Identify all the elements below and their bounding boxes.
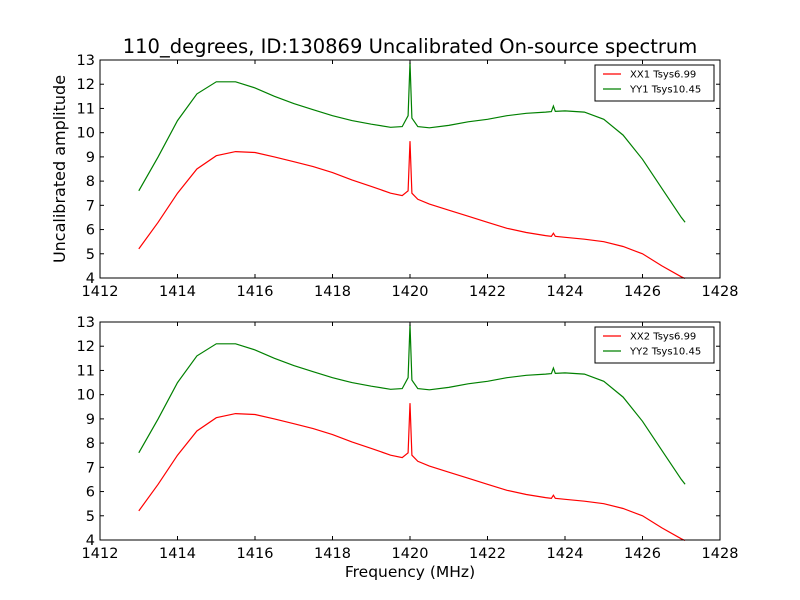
top-y-tick-label: 13 bbox=[77, 53, 95, 69]
top-x-tick-label: 1422 bbox=[469, 284, 506, 300]
bottom-x-tick-label: 1422 bbox=[469, 546, 506, 562]
top-y-tick-label: 4 bbox=[86, 271, 95, 287]
bottom-x-tick-label: 1426 bbox=[624, 546, 661, 562]
bottom-x-tick-label: 1414 bbox=[159, 546, 196, 562]
top-y-tick-label: 12 bbox=[77, 77, 95, 93]
top-legend-box bbox=[594, 64, 715, 102]
top-x-tick-label: 1412 bbox=[82, 284, 119, 300]
top-x-tick-label: 1418 bbox=[314, 284, 351, 300]
bottom-panel: 1412 1414 1416 1418 1420 1422 1424 1426 1428 4 5 6 7… bbox=[77, 315, 739, 562]
bottom-y-tick-label: 5 bbox=[86, 509, 95, 525]
bottom-x-tick-label: 1412 bbox=[82, 546, 119, 562]
bottom-series-line-1 bbox=[138, 403, 686, 542]
bottom-x-tick-label: 1418 bbox=[314, 546, 351, 562]
bottom-legend-label-1: XX2 Tsys6.99 bbox=[630, 332, 696, 343]
bottom-series-line-2 bbox=[138, 324, 686, 485]
bottom-y-tick-label: 13 bbox=[77, 315, 95, 331]
top-x-tick-label: 1414 bbox=[159, 284, 196, 300]
bottom-legend-label-2: YY2 Tsys10.45 bbox=[629, 347, 701, 358]
top-y-tick-label: 11 bbox=[77, 101, 95, 117]
top-y-tick-label: 8 bbox=[86, 174, 95, 190]
top-y-tick-label: 5 bbox=[86, 247, 95, 263]
bottom-y-tick-label: 12 bbox=[77, 339, 95, 355]
bottom-y-tick-label: 8 bbox=[86, 436, 95, 452]
bottom-y-tick-label: 4 bbox=[86, 533, 95, 549]
bottom-legend-box bbox=[594, 326, 715, 364]
y-axis-label: Uncalibrated amplitude bbox=[50, 75, 69, 263]
bottom-y-tick-label: 10 bbox=[77, 388, 95, 404]
x-axis-label: Frequency (MHz) bbox=[345, 563, 475, 581]
top-x-tick-label: 1428 bbox=[702, 284, 739, 300]
top-x-tick-label: 1426 bbox=[624, 284, 661, 300]
bottom-y-tick-label: 7 bbox=[86, 460, 95, 476]
top-x-tick-label: 1420 bbox=[392, 284, 429, 300]
bottom-x-tick-label: 1428 bbox=[702, 546, 739, 562]
bottom-y-tick-label: 11 bbox=[77, 363, 95, 379]
top-panel: 1412 1414 1416 1418 1420 1422 1424 1426 1428 4 5 6 7… bbox=[77, 53, 739, 300]
top-legend-label-1: XX1 Tsys6.99 bbox=[630, 70, 696, 81]
top-series-line-1 bbox=[138, 141, 686, 280]
bottom-x-tick-label: 1420 bbox=[392, 546, 429, 562]
top-x-tick-label: 1416 bbox=[237, 284, 274, 300]
bottom-y-tick-label: 6 bbox=[86, 485, 95, 501]
figure-title: 110_degrees, ID:130869 Uncalibrated On-s… bbox=[123, 35, 698, 58]
bottom-y-tick-label: 9 bbox=[86, 412, 95, 428]
top-series-line-2 bbox=[138, 62, 686, 223]
top-y-tick-label: 6 bbox=[86, 223, 95, 239]
top-y-tick-label: 9 bbox=[86, 150, 95, 166]
top-y-tick-label: 10 bbox=[77, 126, 95, 142]
bottom-x-tick-label: 1424 bbox=[547, 546, 584, 562]
bottom-x-tick-label: 1416 bbox=[237, 546, 274, 562]
top-y-tick-label: 7 bbox=[86, 198, 95, 214]
top-x-tick-label: 1424 bbox=[547, 284, 584, 300]
top-legend-label-2: YY1 Tsys10.45 bbox=[629, 85, 701, 96]
